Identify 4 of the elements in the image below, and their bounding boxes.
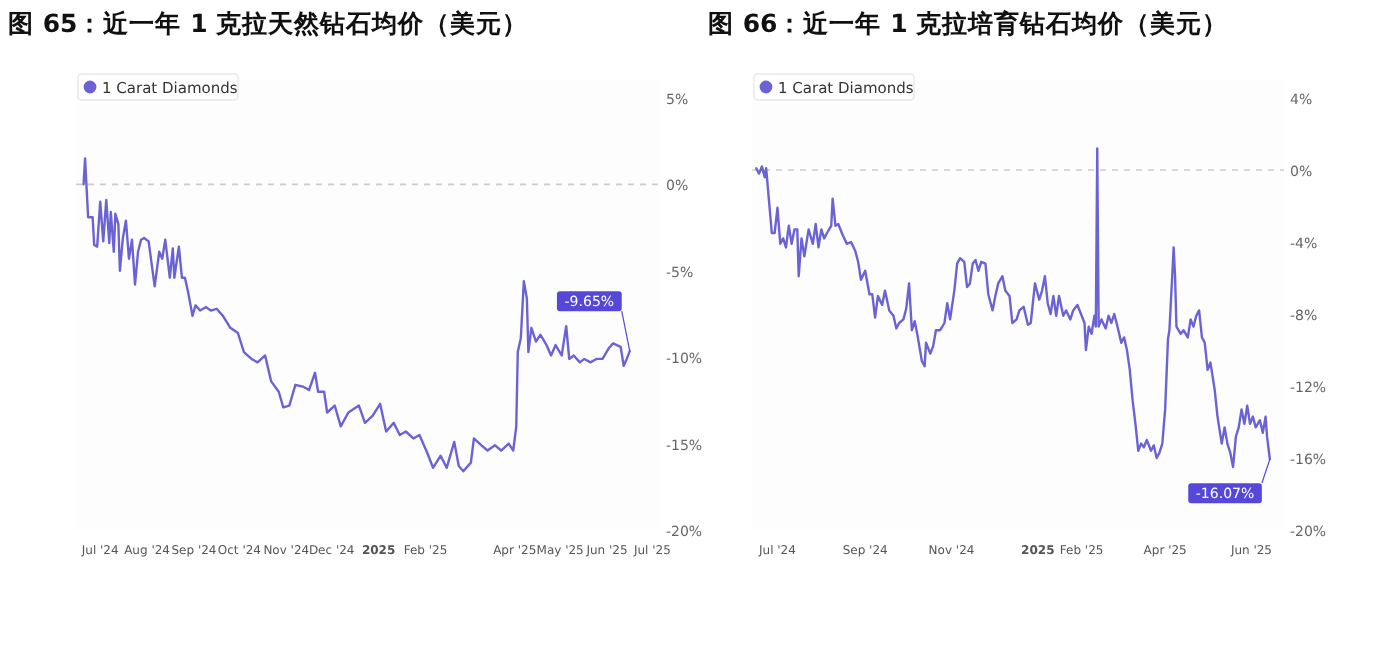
line-series <box>755 147 1272 469</box>
chart-title: 图 65：近一年 1 克拉天然钻石均价（美元） <box>8 8 529 38</box>
chart-title: 图 66：近一年 1 克拉培育钻石均价（美元） <box>708 8 1229 38</box>
line-series <box>82 157 631 473</box>
